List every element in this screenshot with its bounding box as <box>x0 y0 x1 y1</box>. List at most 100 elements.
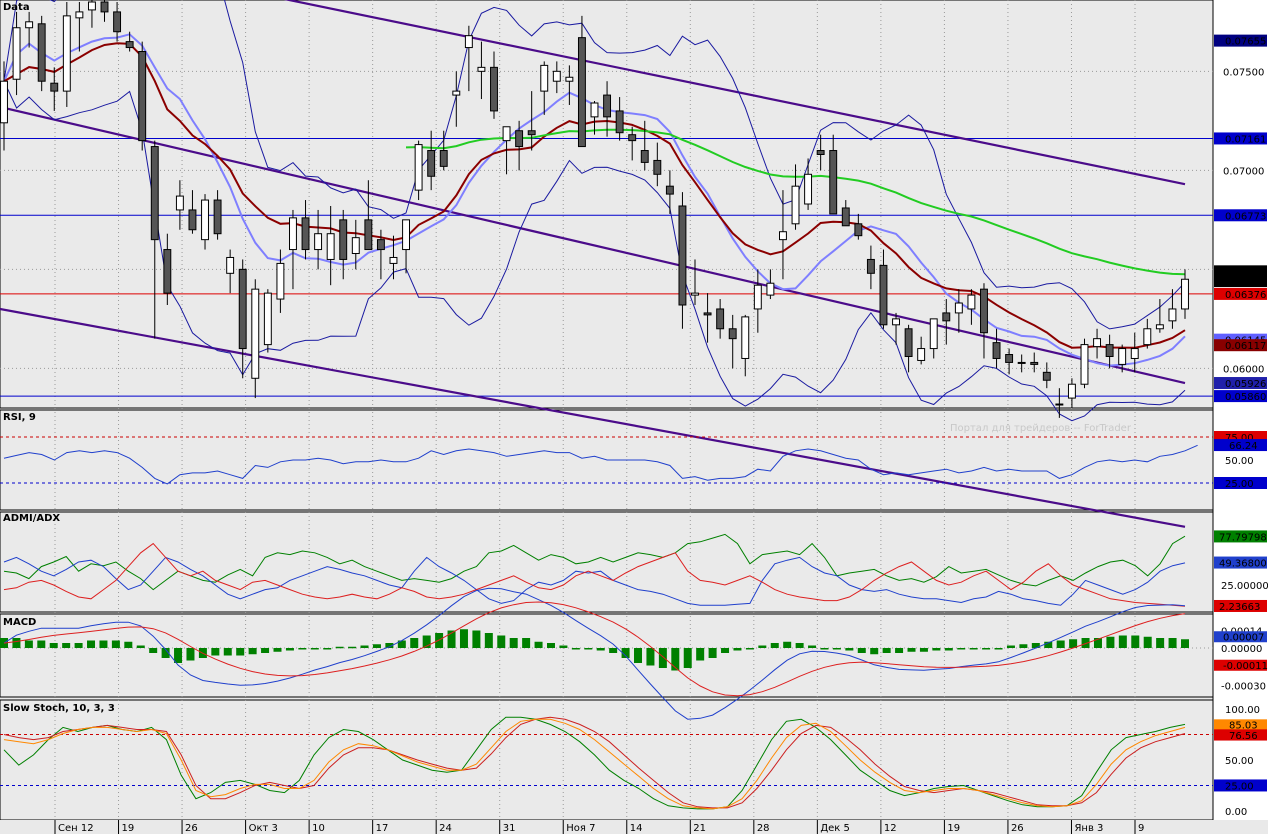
candle-body <box>87 1 96 11</box>
adx-value-tag <box>1214 599 1267 612</box>
macd-histogram-bar <box>733 648 742 651</box>
adx-value-label: 49.36800 <box>1219 559 1267 570</box>
stoch-orange-line <box>3 718 1186 810</box>
rsi-tick-label: 25.00 <box>1225 479 1254 490</box>
candle-body <box>954 302 963 314</box>
stoch-value-label: 76.56 <box>1229 731 1258 742</box>
candle-body <box>929 318 938 350</box>
candle-body <box>665 185 674 195</box>
time-label: Окт 3 <box>249 823 278 834</box>
macd-histogram-bar <box>248 648 257 655</box>
macd-histogram-bar <box>559 645 568 648</box>
macd-histogram-bar <box>459 629 468 648</box>
candle-body <box>37 23 46 82</box>
candle-body <box>113 11 122 33</box>
candle-body <box>816 150 825 155</box>
macd-histogram-bar <box>1156 638 1165 648</box>
price-tick-label: 0.07500 <box>1223 67 1264 78</box>
candle-body <box>603 94 612 118</box>
macd-histogram-bar <box>124 641 133 648</box>
macd-histogram-bar <box>1143 636 1152 648</box>
macd-histogram-bar <box>646 648 655 666</box>
candle-body <box>138 51 147 142</box>
macd-histogram-bar <box>671 648 680 671</box>
time-label: 28 <box>757 823 770 834</box>
time-label: 12 <box>884 823 897 834</box>
macd-histogram-bar <box>944 648 953 651</box>
candle-body <box>992 342 1001 359</box>
macd-histogram-bar <box>832 648 841 650</box>
candle-body <box>100 1 109 13</box>
candle-body <box>1155 324 1164 330</box>
candle-body <box>628 134 637 142</box>
candle-body <box>1118 348 1127 365</box>
time-label: 26 <box>185 823 198 834</box>
price-panel-title: Data <box>3 2 30 13</box>
adx-value-tag <box>1214 530 1267 543</box>
macd-histogram-bar <box>683 648 692 668</box>
candle-body <box>175 195 184 211</box>
macd-histogram-bar <box>1106 636 1115 648</box>
candle-body <box>854 223 863 237</box>
adx-panel[interactable] <box>3 533 1186 607</box>
candle-body <box>502 126 511 142</box>
rsi-panel[interactable] <box>0 436 1213 485</box>
candle-body <box>12 27 21 80</box>
macd-histogram-bar <box>1056 640 1065 648</box>
candle-body <box>276 262 285 300</box>
trend-channel-line <box>283 0 1186 186</box>
macd-histogram-bar <box>285 648 294 651</box>
price-tag-label: 0.06773 <box>1225 211 1266 222</box>
candle-body <box>50 82 59 92</box>
candle-body <box>163 249 172 294</box>
macd-histogram-bar <box>211 648 220 656</box>
macd-histogram-bar <box>994 648 1003 650</box>
macd-histogram-bar <box>534 641 543 648</box>
macd-histogram-bar <box>634 648 643 663</box>
macd-histogram-bar <box>795 643 804 648</box>
macd-histogram-bar <box>932 648 941 651</box>
candle-body <box>1093 338 1102 348</box>
price-tag <box>1214 132 1267 145</box>
candle-body <box>62 15 71 92</box>
price-tag-label: 0.05860 <box>1225 392 1266 403</box>
candle-body <box>452 90 461 96</box>
macd-histogram-bar <box>472 630 481 648</box>
macd-panel-title: MACD <box>3 617 36 628</box>
rsi-value-tag <box>1214 439 1267 452</box>
macd-histogram-bar <box>410 638 419 648</box>
macd-value-tag <box>1214 659 1267 671</box>
macd-histogram-bar <box>708 648 717 658</box>
stoch-tick-label: 50.00 <box>1225 756 1254 767</box>
macd-histogram-bar <box>870 648 879 655</box>
candle-body <box>1005 354 1014 363</box>
stoch-panel[interactable] <box>0 716 1213 810</box>
candle-body <box>804 173 813 205</box>
adx-value-label: 77.79798 <box>1219 532 1267 543</box>
macd-histogram-bar <box>111 640 120 648</box>
macd-histogram-bar <box>571 648 580 650</box>
macd-histogram-bar <box>1081 638 1090 648</box>
price-tag-label: 0.07161 <box>1225 134 1266 145</box>
candle-body <box>565 76 574 82</box>
macd-histogram-bar <box>919 648 928 652</box>
price-panel[interactable] <box>0 0 1213 528</box>
time-label: Ноя 7 <box>566 823 595 834</box>
candle-body <box>766 282 775 296</box>
macd-histogram-bar <box>310 648 319 650</box>
stoch-value-tag <box>1214 729 1267 740</box>
macd-histogram-bar <box>360 645 369 648</box>
candle-body <box>1168 308 1177 322</box>
time-label: 24 <box>439 823 452 834</box>
macd-panel[interactable] <box>0 587 1213 720</box>
candle-body <box>590 102 599 118</box>
price-tag <box>1214 287 1267 300</box>
candle-body <box>640 150 649 163</box>
candle-body <box>691 292 699 296</box>
candle-body <box>980 288 988 334</box>
price-tag-label: 0.06376 <box>1225 290 1266 301</box>
price-tick-label: 0.06000 <box>1223 364 1264 375</box>
macd-histogram-bar <box>721 648 730 653</box>
candle-body <box>25 21 34 29</box>
macd-histogram-bar <box>261 648 270 653</box>
